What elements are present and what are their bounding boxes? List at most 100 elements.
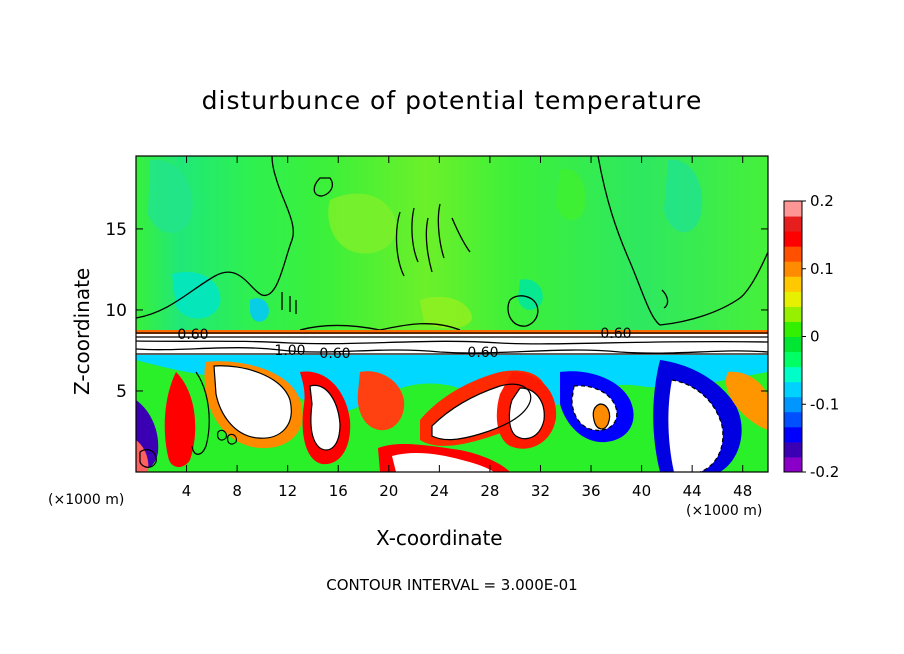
x-tick-label: 36	[581, 482, 600, 500]
upper-layer-anomalies	[148, 159, 703, 329]
contour-label: 1.00	[274, 343, 305, 359]
x-tick-label: 20	[379, 482, 398, 500]
colorbar-tick-label: 0.2	[810, 192, 834, 210]
colorbar-tick-label: 0	[810, 328, 820, 346]
contour-line	[597, 156, 768, 326]
field-white	[509, 388, 545, 439]
contour-label: 0.60	[600, 326, 631, 342]
colorbar-segment	[784, 411, 802, 428]
field-orange	[725, 371, 768, 430]
contour-line	[671, 379, 724, 472]
contour-line	[451, 217, 471, 253]
colorbar-segment	[784, 441, 802, 458]
x-tick-label: 28	[480, 482, 499, 500]
upper-contours	[136, 156, 768, 331]
x-unit-label-right: (×1000 m)	[686, 503, 763, 519]
contour-label: 0.60	[319, 346, 350, 362]
contour-line	[431, 383, 532, 441]
contour-label: 0.60	[467, 345, 498, 361]
contour-line	[508, 387, 545, 440]
x-tick-label: 32	[531, 482, 550, 500]
lower-contours	[139, 365, 724, 472]
x-tick-label: 44	[683, 482, 702, 500]
x-unit-label-left: (×1000 m)	[48, 492, 125, 508]
y-axis-ticks: 5 10 15	[105, 220, 768, 402]
contour-line	[191, 371, 210, 455]
y-tick-label: 10	[105, 301, 127, 321]
contour-line	[213, 365, 292, 439]
anomaly-blob	[518, 279, 543, 310]
x-tick-label: 48	[733, 482, 752, 500]
colorbar-segment	[784, 426, 802, 443]
contour-line	[281, 292, 297, 314]
contour-line	[571, 385, 618, 431]
contour-label: 0.60	[177, 327, 208, 343]
contour-line	[136, 347, 768, 354]
colorbar-segment	[784, 351, 802, 368]
x-tick-label: 4	[182, 482, 192, 500]
colorbar-segment	[784, 381, 802, 398]
colorbar-segment	[784, 456, 802, 473]
contour-line	[139, 449, 157, 468]
anomaly-blob	[172, 271, 221, 319]
x-tick-label: 16	[329, 482, 348, 500]
colorbar-segment	[784, 216, 802, 232]
colorbar-segment	[784, 366, 802, 383]
anomaly-blob	[556, 169, 586, 221]
contour-line	[425, 217, 433, 273]
field-orange	[593, 404, 610, 429]
plot-frame	[135, 155, 769, 473]
contour-line	[437, 203, 445, 259]
field-white	[668, 380, 723, 472]
contour-line	[309, 384, 341, 451]
colorbar-segment	[784, 321, 802, 337]
colorbar-segment	[784, 261, 802, 277]
contour-line	[661, 289, 669, 309]
lower-layer-field	[136, 355, 768, 472]
colorbar-segment	[784, 276, 802, 292]
contour-line	[411, 207, 419, 263]
colorbar-segment	[784, 396, 802, 413]
contour-line	[395, 211, 405, 277]
colorbar-segment	[784, 231, 802, 247]
x-tick-label: 8	[232, 482, 242, 500]
anomaly-blob	[664, 159, 703, 233]
contour-line	[313, 177, 334, 197]
contour-labels: 0.60 0.60 1.00 0.60 0.60	[177, 326, 631, 362]
contour-interval-note: CONTOUR INTERVAL = 3.000E-01	[326, 576, 578, 594]
field-white	[214, 365, 292, 439]
field-white	[392, 453, 494, 472]
contour-line	[217, 429, 237, 445]
chart-title: disturbunce of potential temperature	[201, 86, 703, 115]
colorbar-segment	[784, 246, 802, 262]
colorbar-tick-label: -0.2	[810, 463, 839, 481]
colorbar-segment	[784, 201, 802, 217]
anomaly-blob	[148, 159, 193, 233]
field-white	[310, 385, 340, 450]
colorbar-tick-label: 0.1	[810, 260, 834, 278]
anomaly-blob	[250, 298, 269, 322]
anomaly-blob	[420, 296, 472, 329]
x-tick-label: 40	[632, 482, 651, 500]
field-red	[357, 371, 405, 431]
x-axis-label: X-coordinate	[376, 526, 503, 550]
colorbar-tick-label: -0.1	[810, 395, 839, 413]
contour-line	[136, 340, 768, 345]
colorbar-segment	[784, 291, 802, 307]
contour-line	[592, 403, 611, 430]
contour-line	[507, 295, 539, 327]
band-contours	[136, 332, 768, 355]
colorbar-segment	[784, 336, 802, 353]
y-tick-label: 15	[105, 220, 127, 240]
y-tick-label: 5	[116, 382, 127, 402]
field-red	[164, 372, 196, 468]
plot-area: 0.60 0.60 1.00 0.60 0.60	[136, 156, 768, 472]
contour-line	[136, 156, 294, 319]
colorbar: 0.2 0.1 0 -0.1 -0.2	[783, 192, 839, 481]
colorbar-segment	[784, 306, 802, 322]
x-tick-label: 12	[278, 482, 297, 500]
anomaly-blob	[328, 193, 397, 254]
x-axis-ticks: 4 8 12 16 20 24 28 32 36 40 44 48	[182, 156, 752, 500]
field-red	[136, 440, 149, 472]
